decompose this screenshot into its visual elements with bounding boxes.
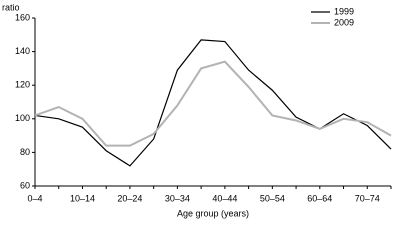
x-tick-label: 10–14: [70, 193, 95, 203]
y-tick-label: 160: [15, 12, 30, 22]
page: {"chart_data": {"type": "line", "y_label…: [2, 2, 392, 219]
legend-label: 2009: [334, 17, 354, 27]
x-tick-label: 0–4: [27, 193, 42, 203]
y-tick-label: 60: [20, 180, 30, 190]
y-tick-label: 100: [15, 113, 30, 123]
x-tick-label: 20–24: [117, 193, 142, 203]
x-tick-label: 30–34: [165, 193, 190, 203]
line-series: [34, 39, 392, 167]
chart: ratio Age group (years) 60 80 100 120 140 160…: [2, 2, 392, 218]
x-tick-label: 50–54: [260, 193, 285, 203]
y-tick-label: 80: [20, 147, 30, 157]
x-axis-label: Age group (years): [177, 208, 249, 218]
x-tick-label: 60–64: [307, 193, 332, 203]
legend-label: 1999: [334, 6, 354, 16]
x-tick-label: 40–44: [212, 193, 237, 203]
line-series: [34, 60, 392, 147]
y-axis-label: ratio: [2, 2, 20, 12]
y-tick-label: 140: [15, 46, 30, 56]
y-tick-label: 120: [15, 80, 30, 90]
x-tick-label: 70–74: [355, 193, 380, 203]
